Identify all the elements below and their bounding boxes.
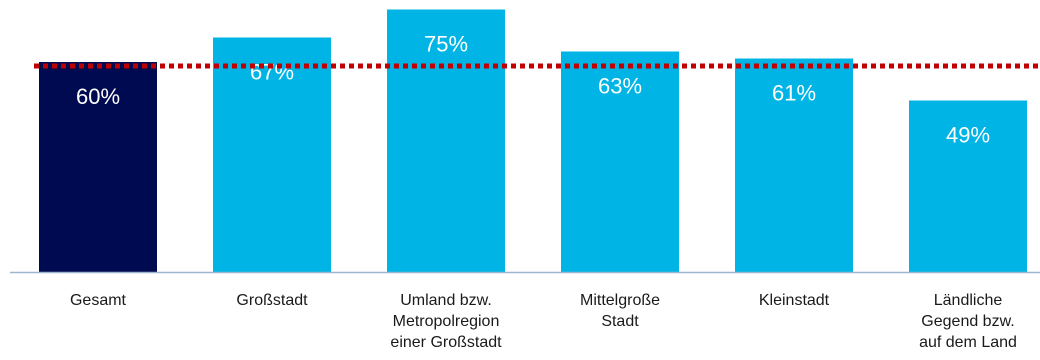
category-label-0: Gesamt bbox=[70, 292, 127, 309]
category-label-3: Mittelgroße Stadt bbox=[580, 292, 660, 330]
category-label-line: Mittelgroße bbox=[580, 292, 660, 309]
value-labels-group: 60% 67% 75% 63% 61% 49% bbox=[76, 32, 990, 148]
category-label-line: einer Großstadt bbox=[390, 334, 502, 351]
bars-group bbox=[39, 9, 1027, 272]
category-label-line: Gegend bzw. bbox=[921, 313, 1014, 330]
bar-value-label-4: 61% bbox=[772, 81, 816, 106]
bar-value-label-2: 75% bbox=[424, 32, 468, 57]
category-label-line: Großstadt bbox=[236, 292, 308, 309]
bar-1 bbox=[213, 37, 331, 272]
category-label-4: Kleinstadt bbox=[759, 292, 830, 309]
category-label-line: Metropolregion bbox=[393, 313, 500, 330]
bar-3 bbox=[561, 51, 679, 272]
category-label-line: Gesamt bbox=[70, 292, 127, 309]
bar-value-label-1: 67% bbox=[250, 60, 294, 85]
bar-value-label-0: 60% bbox=[76, 84, 120, 109]
category-labels-group: Gesamt Großstadt Umland bzw. Metropolregion… bbox=[70, 292, 1017, 351]
bar-5 bbox=[909, 100, 1027, 272]
category-label-line: Kleinstadt bbox=[759, 292, 830, 309]
bar-2 bbox=[387, 9, 505, 272]
bar-0 bbox=[39, 62, 157, 272]
category-label-line: Ländliche bbox=[934, 292, 1003, 309]
category-label-line: Stadt bbox=[601, 313, 639, 330]
category-label-line: Umland bzw. bbox=[400, 292, 492, 309]
category-label-line: auf dem Land bbox=[919, 334, 1017, 351]
category-label-2: Umland bzw. Metropolregion einer Großstadt bbox=[390, 292, 502, 351]
bar-4 bbox=[735, 58, 853, 272]
category-label-5: Ländliche Gegend bzw. auf dem Land bbox=[919, 292, 1017, 351]
category-label-1: Großstadt bbox=[236, 292, 308, 309]
bar-value-label-3: 63% bbox=[598, 74, 642, 99]
bar-value-label-5: 49% bbox=[946, 123, 990, 148]
